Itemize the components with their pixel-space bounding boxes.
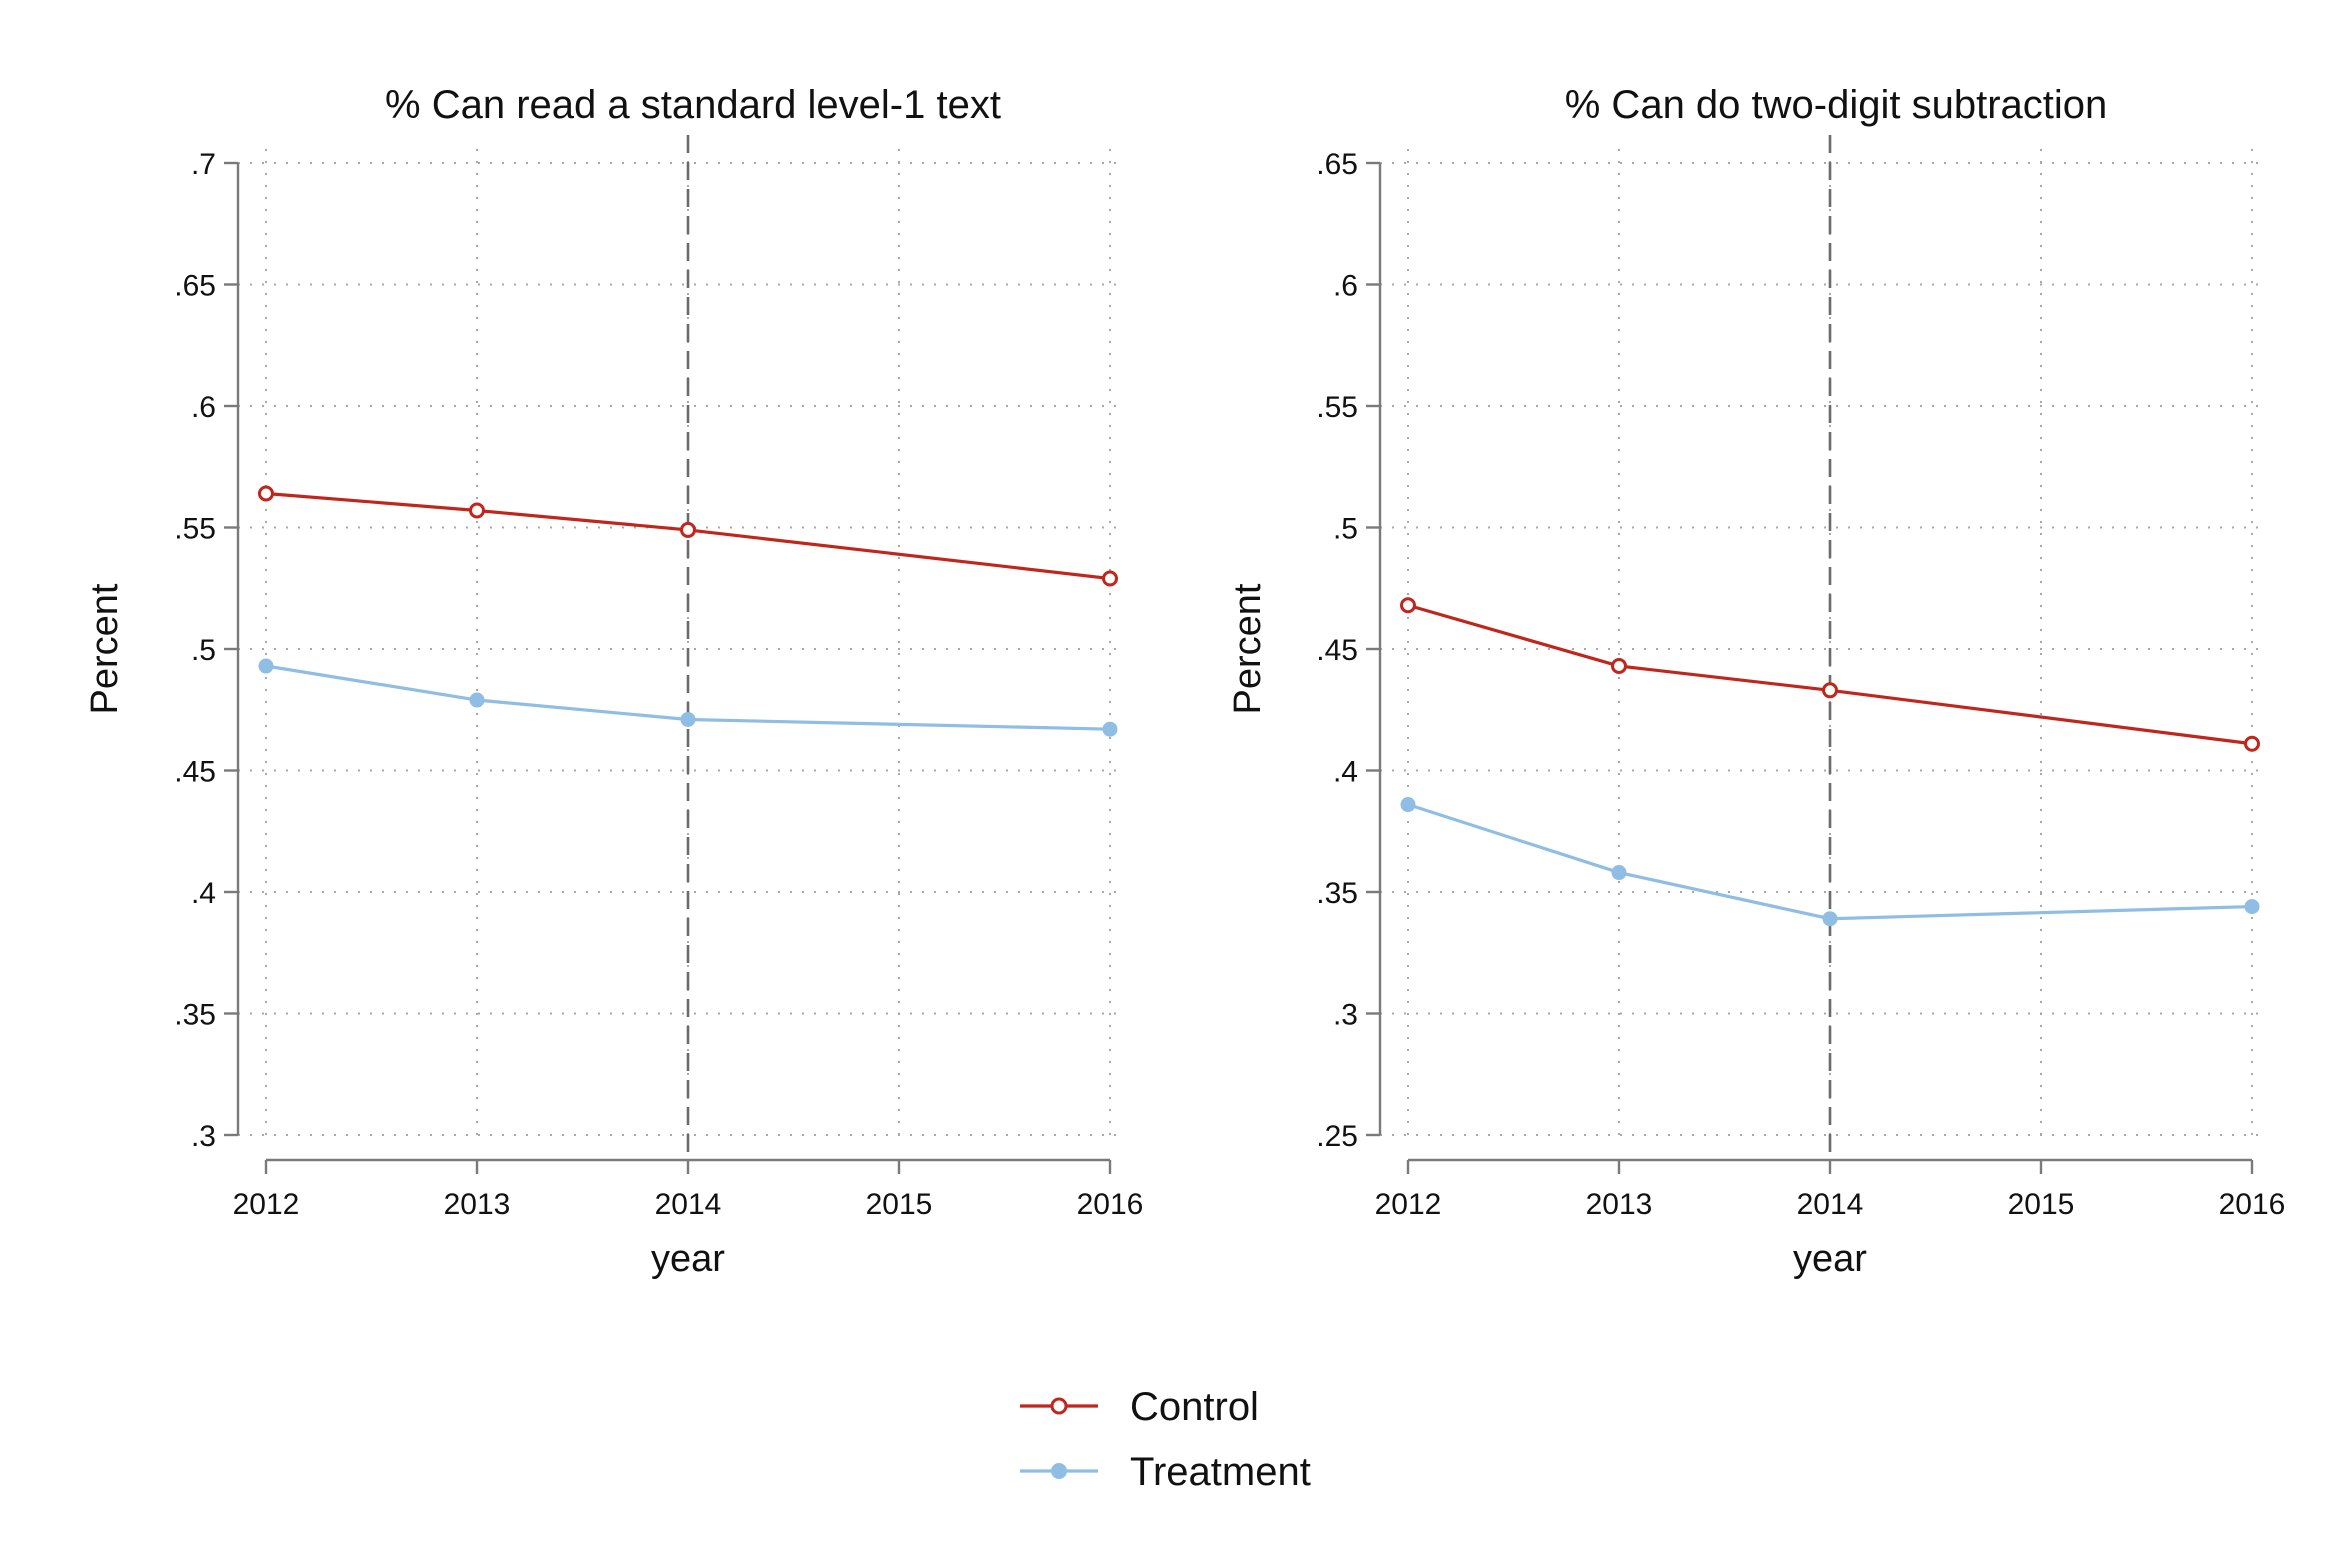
data-point-treatment: [1611, 865, 1627, 881]
legend-control-label: Control: [1130, 1385, 1259, 1429]
data-point-treatment: [1102, 721, 1118, 737]
y-tick-label: .5: [1333, 513, 1358, 546]
x-tick-label: 2014: [1797, 1188, 1864, 1221]
y-tick-label: .65: [174, 270, 216, 303]
x-axis-title: year: [651, 1238, 725, 1280]
y-tick-label: .5: [191, 634, 216, 667]
legend-control-marker: [1050, 1397, 1068, 1415]
y-tick-label: .25: [1316, 1120, 1358, 1153]
data-point-treatment: [258, 658, 274, 674]
x-tick-label: 2015: [866, 1188, 933, 1221]
y-tick-label: .65: [1316, 148, 1358, 181]
y-tick-label: .55: [174, 513, 216, 546]
legend-treatment-label: Treatment: [1130, 1450, 1311, 1494]
data-point-treatment: [1400, 797, 1416, 813]
y-tick-label: .3: [1333, 999, 1358, 1032]
data-point-control: [1400, 597, 1416, 614]
y-axis-title: Percent: [1227, 583, 1269, 714]
data-point-treatment: [1822, 911, 1838, 927]
chart-panel-1: % Can read a standard level-1 text .3 .35.…: [84, 83, 1143, 1280]
y-tick-label: .7: [191, 148, 216, 181]
x-tick-label: 2015: [2008, 1188, 2075, 1221]
y-axis-title: Percent: [84, 583, 126, 714]
data-point-control: [258, 485, 274, 502]
chart-title: % Can do two-digit subtraction: [1565, 83, 2108, 127]
y-tick-label: .6: [191, 391, 216, 424]
data-point-control: [680, 521, 696, 538]
data-point-treatment: [680, 711, 696, 727]
legend: Control Treatment: [1020, 1385, 1311, 1494]
x-tick-label: 2013: [1586, 1188, 1653, 1221]
x-tick-label: 2012: [1375, 1188, 1442, 1221]
data-point-treatment: [469, 692, 485, 708]
series-line-control: [265, 491, 1111, 581]
y-tick-label: .4: [1333, 756, 1358, 789]
data-point-control: [2244, 735, 2260, 752]
series-line-treatment: [265, 664, 1111, 731]
y-tick-label: .35: [174, 999, 216, 1032]
x-tick-label: 2013: [444, 1188, 511, 1221]
data-point-treatment: [2244, 899, 2260, 915]
data-point-control: [1822, 682, 1838, 699]
x-tick-label: 2012: [233, 1188, 300, 1221]
y-tick-label: .45: [174, 756, 216, 789]
y-tick-label: .6: [1333, 270, 1358, 303]
series-line-control: [1407, 603, 2253, 746]
y-tick-label: .55: [1316, 391, 1358, 424]
x-tick-label: 2014: [655, 1188, 722, 1221]
data-point-control: [469, 502, 485, 519]
x-tick-label: 2016: [2219, 1188, 2286, 1221]
chart-panels: % Can read a standard level-1 text .3 .35.…: [84, 83, 2285, 1280]
x-tick-label: 2016: [1077, 1188, 1144, 1221]
chart-panel-2: % Can do two-digit subtraction .25 .3 .35 .4…: [1227, 83, 2285, 1280]
y-tick-label: .4: [191, 877, 216, 910]
chart-title: % Can read a standard level-1 text: [385, 83, 1001, 127]
series-line-treatment: [1407, 802, 2253, 921]
y-tick-label: .3: [191, 1120, 216, 1153]
x-axis-title: year: [1793, 1238, 1867, 1280]
y-tick-label: .35: [1316, 877, 1358, 910]
data-point-control: [1102, 570, 1118, 587]
y-tick-label: .45: [1316, 634, 1358, 667]
legend-treatment-marker: [1051, 1463, 1067, 1479]
data-point-control: [1611, 658, 1627, 675]
